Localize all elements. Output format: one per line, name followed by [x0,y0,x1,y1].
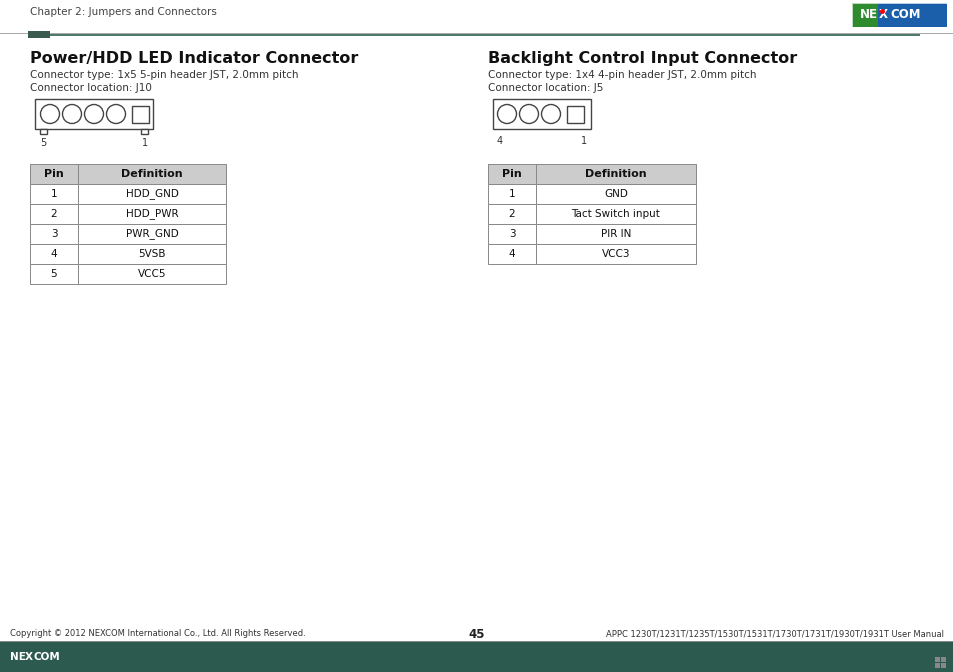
Text: APPC 1230T/1231T/1235T/1530T/1531T/1730T/1731T/1930T/1931T User Manual: APPC 1230T/1231T/1235T/1530T/1531T/1730T… [605,630,943,638]
Text: COM: COM [34,652,61,662]
Text: 1: 1 [580,136,586,146]
Text: 4: 4 [51,249,57,259]
Text: 2: 2 [51,209,57,219]
Text: 5: 5 [40,138,46,148]
Bar [30,264,78,284]
Bar [28,31,50,38]
Text: Definition: Definition [121,169,183,179]
Bar [566,106,583,122]
Text: 3: 3 [51,229,57,239]
Bar [536,184,696,204]
Bar [488,224,536,244]
Text: Connector location: J5: Connector location: J5 [488,83,602,93]
Bar [30,184,78,204]
Text: PIR IN: PIR IN [600,229,631,239]
Bar [493,99,590,129]
Text: Connector type: 1x4 4-pin header JST, 2.0mm pitch: Connector type: 1x4 4-pin header JST, 2.… [488,70,756,80]
Bar [50,34,919,36]
Circle shape [541,105,560,124]
Text: 1: 1 [51,189,57,199]
Text: 4: 4 [497,136,502,146]
Bar [0,641,953,642]
Bar [78,184,226,204]
Text: Backlight Control Input Connector: Backlight Control Input Connector [488,50,797,65]
Bar [40,129,47,134]
Circle shape [519,105,537,124]
Text: 4: 4 [508,249,515,259]
Text: Power/HDD LED Indicator Connector: Power/HDD LED Indicator Connector [30,50,358,65]
Bar [30,164,78,184]
Circle shape [85,105,103,124]
Text: Connector location: J10: Connector location: J10 [30,83,152,93]
Bar [877,3,946,27]
Text: PWR_GND: PWR_GND [126,228,178,239]
Text: HDD_PWR: HDD_PWR [126,208,178,220]
Text: Connector type: 1x5 5-pin header JST, 2.0mm pitch: Connector type: 1x5 5-pin header JST, 2.… [30,70,298,80]
Text: COM: COM [889,9,920,22]
Bar [940,657,945,662]
Text: VCC3: VCC3 [601,249,630,259]
Bar [488,164,536,184]
Text: X: X [25,652,33,662]
Bar [536,244,696,264]
Text: Copyright © 2012 NEXCOM International Co., Ltd. All Rights Reserved.: Copyright © 2012 NEXCOM International Co… [10,630,305,638]
Bar [851,3,946,27]
Bar [132,106,149,122]
Bar [940,663,945,668]
Text: 3: 3 [508,229,515,239]
Text: 5VSB: 5VSB [138,249,166,259]
Bar [30,204,78,224]
Bar [78,244,226,264]
Circle shape [63,105,81,124]
Text: 5: 5 [51,269,57,279]
Bar [78,224,226,244]
Text: GND: GND [603,189,627,199]
Bar [78,204,226,224]
Text: Pin: Pin [44,169,64,179]
Text: Definition: Definition [584,169,646,179]
Bar [536,224,696,244]
Text: Chapter 2: Jumpers and Connectors: Chapter 2: Jumpers and Connectors [30,7,216,17]
Text: NE: NE [859,9,877,22]
Bar [934,663,939,668]
Bar [78,164,226,184]
Bar [536,204,696,224]
Bar [488,244,536,264]
Bar [0,33,953,34]
Text: HDD_GND: HDD_GND [126,189,178,200]
Circle shape [497,105,516,124]
Bar [488,204,536,224]
Bar [0,642,953,672]
Text: NE: NE [10,652,26,662]
Text: 2: 2 [508,209,515,219]
Text: X: X [878,9,887,22]
Bar [536,164,696,184]
Text: Pin: Pin [501,169,521,179]
Text: 45: 45 [468,628,485,640]
Circle shape [40,105,59,124]
Bar [30,244,78,264]
Bar [30,224,78,244]
Bar [78,264,226,284]
Text: Tact Switch input: Tact Switch input [571,209,659,219]
Bar [934,657,939,662]
Bar [35,99,152,129]
Bar [488,184,536,204]
Text: 1: 1 [508,189,515,199]
Bar [851,3,877,27]
Text: VCC5: VCC5 [137,269,166,279]
Circle shape [107,105,126,124]
Bar [141,129,148,134]
Text: 1: 1 [142,138,148,148]
